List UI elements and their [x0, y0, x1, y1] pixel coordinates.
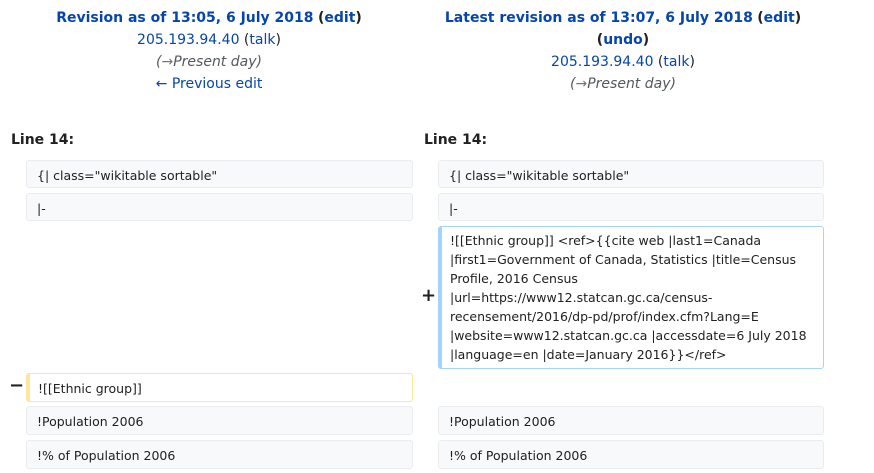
- context-cell-left-5: !% of Population 2006: [26, 440, 413, 469]
- context-cell-right-1: {| class="wikitable sortable": [438, 160, 824, 188]
- undo-link[interactable]: undo: [603, 32, 643, 48]
- left-user-line: 205.193.94.40 (talk): [137, 32, 281, 48]
- right-edit-link[interactable]: edit: [763, 10, 795, 26]
- deleted-line-marker: −: [9, 375, 25, 396]
- added-line-cell: ![[Ethnic group]] <ref>{{cite web |last1…: [438, 226, 824, 369]
- line-number-left: Line 14:: [11, 132, 75, 148]
- right-section-arrow[interactable]: →: [575, 76, 588, 92]
- left-revision-header: Revision as of 13:05, 6 July 2018 (edit)…: [0, 7, 418, 95]
- previous-edit-line: ← Previous edit: [0, 73, 418, 95]
- right-talk-link[interactable]: talk: [663, 54, 690, 70]
- right-user-link[interactable]: 205.193.94.40: [551, 54, 654, 70]
- right-revision-title: Latest revision as of 13:07, 6 July 2018…: [444, 10, 802, 26]
- context-cell-right-4: !Population 2006: [438, 406, 824, 435]
- left-revision-title: Revision as of 13:05, 6 July 2018 (edit): [56, 10, 362, 26]
- right-user-line: 205.193.94.40 (talk): [551, 54, 695, 70]
- left-revision-link[interactable]: Revision as of 13:05, 6 July 2018: [56, 10, 314, 26]
- right-section-name: Present day: [587, 76, 671, 92]
- left-section-name: Present day: [173, 54, 257, 70]
- left-edit-link[interactable]: edit: [324, 10, 356, 26]
- added-line-marker: +: [421, 285, 437, 306]
- context-cell-right-5: !% of Population 2006: [438, 440, 824, 469]
- right-revision-header: Latest revision as of 13:07, 6 July 2018…: [414, 7, 832, 95]
- left-talk-link[interactable]: talk: [249, 32, 276, 48]
- left-section-arrow[interactable]: →: [161, 54, 174, 70]
- right-section-comment: (→Present day): [570, 76, 676, 92]
- left-section-comment: (→Present day): [156, 54, 262, 70]
- context-cell-left-1: {| class="wikitable sortable": [26, 160, 413, 188]
- previous-edit-link[interactable]: ← Previous edit: [155, 76, 263, 92]
- context-cell-right-2: |-: [438, 193, 824, 221]
- context-cell-left-2: |-: [26, 193, 413, 221]
- context-cell-left-4: !Population 2006: [26, 406, 413, 435]
- undo-line: (undo): [596, 32, 650, 48]
- right-revision-link[interactable]: Latest revision as of 13:07, 6 July 2018: [444, 10, 753, 26]
- line-number-right: Line 14:: [424, 132, 488, 148]
- left-user-link[interactable]: 205.193.94.40: [137, 32, 240, 48]
- deleted-line-cell: ![[Ethnic group]]: [26, 373, 413, 402]
